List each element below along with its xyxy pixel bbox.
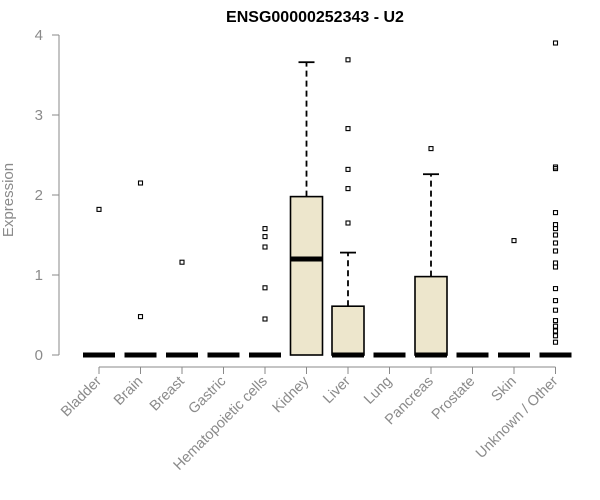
outlier-point	[552, 286, 559, 292]
outlier-point	[262, 244, 268, 250]
outlier-point	[552, 333, 559, 339]
outlier-point	[552, 307, 559, 313]
box-kidney	[289, 61, 324, 356]
outlier-point	[552, 40, 559, 46]
outlier-point	[552, 222, 559, 228]
outlier-point	[552, 328, 559, 334]
box-liver	[331, 57, 365, 358]
outlier-point	[511, 238, 517, 244]
outlier-point	[552, 226, 559, 232]
y-axis-title: Expression	[0, 163, 17, 237]
outlier-point	[552, 298, 559, 304]
outlier-point	[137, 180, 144, 186]
outlier-point	[345, 186, 351, 192]
box-skin	[498, 238, 530, 358]
x-tick-label: Brain	[111, 374, 146, 409]
y-tick-label: 0	[35, 347, 43, 364]
x-tick-label: Skin	[489, 374, 520, 405]
y-tick-label: 1	[35, 267, 43, 284]
box-body	[414, 275, 448, 356]
outlier-point	[345, 220, 351, 226]
box-breast	[166, 259, 198, 358]
y-tick-label: 3	[35, 107, 43, 124]
y-axis: 0 1 2 3 4	[35, 27, 60, 364]
boxes-layer	[83, 40, 572, 358]
outlier-point	[137, 314, 144, 320]
outlier-point	[552, 323, 559, 329]
outlier-point	[552, 318, 559, 324]
chart-title: ENSG00000252343 - U2	[226, 9, 404, 26]
outlier-point	[552, 260, 559, 266]
y-tick-label: 2	[35, 187, 43, 204]
box-unknown-other	[539, 40, 572, 358]
outlier-point	[428, 146, 434, 152]
x-tick-label: Kidney	[270, 373, 313, 416]
box-brain	[124, 180, 157, 358]
box-hematopoietic-cells	[249, 226, 281, 358]
outlier-point	[345, 166, 351, 172]
x-tick-label: Prostate	[429, 374, 478, 423]
outlier-point	[552, 166, 559, 172]
box-body	[289, 195, 324, 356]
x-tick-label: Lung	[361, 374, 395, 408]
outlier-point	[552, 210, 559, 216]
outlier-point	[552, 264, 559, 270]
outlier-point	[262, 234, 268, 240]
outlier-point	[552, 240, 559, 246]
outlier-point	[345, 57, 351, 63]
outlier-point	[262, 226, 268, 232]
x-tick-label: Bladder	[58, 373, 105, 420]
y-tick-label: 4	[35, 27, 43, 44]
outlier-point	[96, 206, 102, 212]
box-bladder	[83, 206, 115, 358]
outlier-point	[262, 316, 268, 322]
outlier-point	[552, 232, 559, 238]
box-pancreas	[414, 146, 448, 358]
outlier-point	[552, 248, 559, 254]
outlier-point	[345, 126, 351, 132]
outlier-point	[262, 285, 268, 291]
x-tick-label: Liver	[320, 373, 354, 407]
x-tick-label: Breast	[147, 374, 188, 415]
outlier-point	[179, 259, 185, 265]
box-body	[331, 305, 365, 356]
outlier-point	[552, 339, 559, 345]
